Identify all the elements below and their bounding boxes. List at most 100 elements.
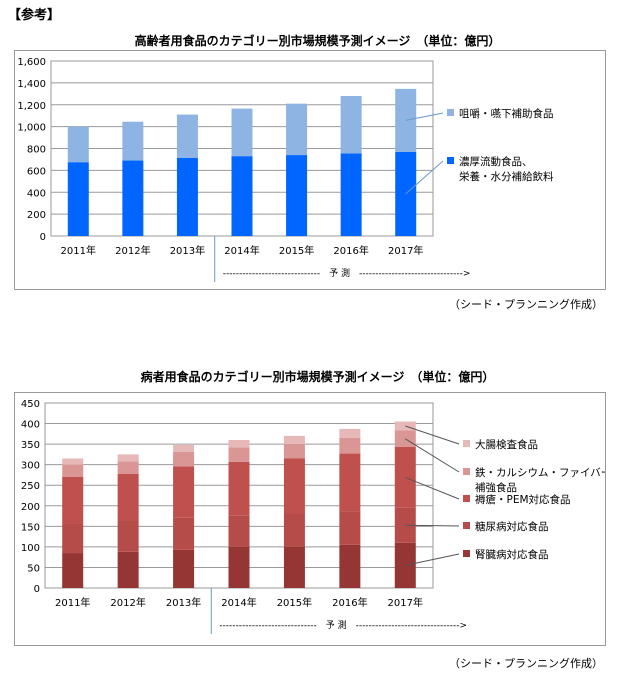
chart2-bar-segment (228, 461, 250, 516)
chart2-bar-segment (339, 544, 361, 588)
chart2-title: 病者用食品のカテゴリー別市場規模予測イメージ （単位：億円） (140, 370, 495, 384)
chart2-legend-swatch (463, 495, 470, 502)
chart2-bar-segment (339, 437, 361, 454)
chart1-svg: 0 200 400 600 800 1,000 1,200 1,400 1,600 2011年 20… (17, 57, 554, 282)
chart1-xtick-label: 2016年 (333, 244, 368, 257)
chart2-legend-leader (405, 438, 460, 473)
chart1-bar-segment (231, 156, 253, 236)
chart2-bar-segment (394, 421, 416, 431)
chart1-bar-segment (286, 155, 308, 236)
chart2-bar-segment (173, 517, 195, 550)
chart1-xtick-label: 2011年 (61, 244, 96, 257)
chart1-bar-segment (176, 157, 198, 236)
chart2-bar-segment (62, 458, 84, 465)
chart1-legend-swatch (447, 157, 454, 164)
chart1-bar-segment (122, 121, 144, 161)
chart2-xtick-label: 2016年 (332, 596, 367, 609)
page-label: 【参考】 (8, 8, 61, 23)
chart2-legend-swatch (463, 468, 470, 475)
chart2-bar-segment (339, 511, 361, 545)
chart1-bar-segment (286, 103, 308, 156)
chart2-legend-label: 鉄・カルシウム・ファイバー補強食品 (475, 466, 605, 494)
chart1-legend-leader (405, 160, 444, 195)
chart2-xtick-label: 2014年 (221, 596, 256, 609)
chart2-bar-segment (228, 515, 250, 547)
chart1-ytick-label: 800 (27, 145, 46, 156)
chart1-bar-segment (67, 126, 89, 163)
chart1-bar-segment (340, 96, 362, 154)
chart1-legend-label: 咀嚼・嚥下補助食品 (459, 107, 554, 120)
chart1-frame: 0 200 400 600 800 1,000 1,200 1,400 1,600 2011年 20… (14, 50, 606, 290)
chart1-ytick-label: 600 (27, 166, 46, 177)
chart1-bar-segment (122, 160, 144, 236)
chart2-bar-segment (339, 453, 361, 512)
chart1-ytick-label: 1,400 (17, 79, 46, 90)
chart2-bar-segment (283, 444, 305, 459)
chart2-bar-segment (173, 549, 195, 588)
chart2-xtick-label: 2015年 (277, 596, 312, 609)
chart1-ytick-label: 1,200 (17, 101, 46, 112)
chart1-xtick-label: 2014年 (224, 244, 259, 257)
chart2-legend-label: 糖尿病対応食品 (475, 520, 549, 533)
chart2-bar-segment (117, 473, 139, 521)
chart2-bar-segment (62, 523, 84, 554)
chart2-ytick-label: 350 (21, 440, 40, 451)
chart2-source: （シード・プランニング作成） (449, 657, 603, 670)
chart2-legend-swatch (463, 522, 470, 529)
chart1-xtick-label: 2015年 (279, 244, 314, 257)
chart1-legend-label: 濃厚流動食品、栄養・水分補給飲料 (459, 155, 554, 183)
chart2-forecast-label: ------------------------------ 予 測 -----… (219, 619, 467, 631)
chart2-bar-segment (339, 428, 361, 438)
chart2-legend-label: 大腸検査食品 (475, 438, 538, 451)
chart1-ytick-label: 1,600 (17, 57, 46, 68)
chart2-ytick-label: 200 (21, 502, 40, 513)
chart2-bar-segment (283, 435, 305, 445)
chart2-legend-swatch (463, 550, 470, 557)
chart1-legend-swatch (447, 109, 454, 116)
chart2-legend-label: 褥瘡・PEM対応食品 (475, 493, 571, 506)
chart2-bar-segment (283, 458, 305, 514)
chart2-bar-segment (228, 546, 250, 588)
chart2-bar-segment (283, 514, 305, 547)
chart1-forecast-label: ------------------------------ 予 測 -----… (223, 267, 471, 279)
chart2-legend-leader (405, 524, 460, 527)
chart2-bar-segment (117, 461, 139, 474)
chart2-bar-segment (117, 454, 139, 462)
chart2-bar-segment (173, 451, 195, 467)
chart1-bar-segment (340, 153, 362, 236)
chart2-legend-leader (405, 476, 460, 500)
chart1-ytick-label: 0 (40, 232, 46, 243)
chart2-ytick-label: 400 (21, 420, 40, 431)
chart1-ytick-label: 200 (27, 210, 46, 221)
chart2-ytick-label: 300 (21, 461, 40, 472)
chart2-bar-segment (62, 464, 84, 477)
chart2-bar-segment (394, 446, 416, 508)
chart2-ytick-label: 50 (27, 563, 40, 574)
chart1-source: （シード・プランニング作成） (449, 298, 603, 311)
chart2-bar-segment (394, 430, 416, 447)
chart2-legend-swatch (463, 440, 470, 447)
chart2-xtick-label: 2013年 (166, 596, 201, 609)
chart2-legend-label: 腎臓病対応食品 (475, 548, 549, 561)
chart1-xtick-label: 2012年 (115, 244, 150, 257)
chart2-xtick-label: 2012年 (110, 596, 145, 609)
chart1-bar-segment (231, 108, 253, 157)
chart2-xtick-label: 2011年 (55, 596, 90, 609)
chart2-bar-segment (394, 507, 416, 543)
chart2-legend-leader (405, 425, 460, 445)
chart2-ytick-label: 100 (21, 543, 40, 554)
chart2-bar-segment (283, 546, 305, 588)
chart2-svg: 0 50 100 150 200 250 300 350 400 450 2011年 2012年 201… (21, 399, 605, 634)
chart2-ytick-label: 450 (21, 399, 40, 410)
chart1-ytick-label: 1,000 (17, 123, 46, 134)
chart1-bar-segment (67, 162, 89, 236)
chart2-bar-segment (228, 440, 250, 448)
chart2-bar-segment (173, 444, 195, 452)
chart2-frame: 0 50 100 150 200 250 300 350 400 450 2011年 2012年 201… (14, 392, 606, 646)
chart1-bar-segment (176, 114, 198, 158)
chart2-bar-segment (62, 553, 84, 588)
chart2-bar-segment (173, 466, 195, 518)
chart2-ytick-label: 150 (21, 522, 40, 533)
chart1-xtick-label: 2013年 (170, 244, 205, 257)
chart1-legend-leader (405, 112, 444, 121)
